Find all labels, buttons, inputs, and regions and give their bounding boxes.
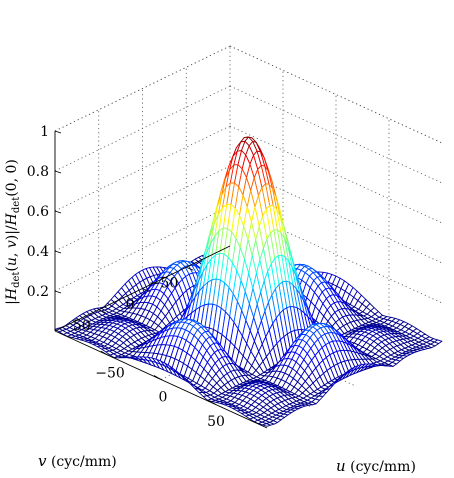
u-tick-label: 50	[207, 414, 225, 430]
top-edge-right	[229, 45, 443, 144]
surface-mesh	[54, 136, 443, 427]
z-tick-label: 0.4	[27, 244, 49, 260]
u-tick	[206, 399, 215, 405]
z-gridline-right	[229, 125, 443, 224]
u-tick-label: 0	[159, 390, 168, 406]
mesh-cell	[262, 423, 271, 427]
v-tick	[142, 288, 150, 292]
axes	[54, 130, 268, 429]
u-tick	[153, 375, 162, 380]
x-axis-title: u (cyc/mm)	[336, 457, 416, 475]
y-axis-title: v (cyc/mm)	[38, 452, 117, 470]
z-axis-title: |Hdet(u, v)|/Hdet(0, 0)	[4, 159, 22, 305]
v-tick-label: −50	[149, 275, 179, 291]
tick-labels: 0.2 0.4 0.6 0.8 1 −50 0 50 −50 0 50	[27, 124, 225, 430]
z-tick	[54, 130, 62, 134]
u-tick-label: −50	[95, 365, 125, 381]
z-tick-label: 1	[40, 124, 49, 140]
z-tick	[54, 210, 62, 214]
v-tick-label: 50	[73, 318, 91, 334]
u-tick	[100, 350, 109, 356]
z-tick	[54, 290, 62, 294]
z-gridline-right	[229, 85, 443, 184]
top-edge-left	[54, 45, 231, 132]
z-tick	[54, 170, 62, 174]
v-tick	[186, 266, 194, 271]
v-tick	[98, 309, 106, 314]
z-tick-label: 0.2	[27, 284, 49, 300]
z-tick-label: 0.8	[27, 164, 49, 180]
z-tick	[54, 250, 62, 254]
v-tick-label: 0	[126, 297, 135, 313]
z-gridline-left	[54, 205, 231, 292]
z-tick-label: 0.6	[27, 204, 49, 220]
z-gridline-left	[54, 125, 231, 212]
